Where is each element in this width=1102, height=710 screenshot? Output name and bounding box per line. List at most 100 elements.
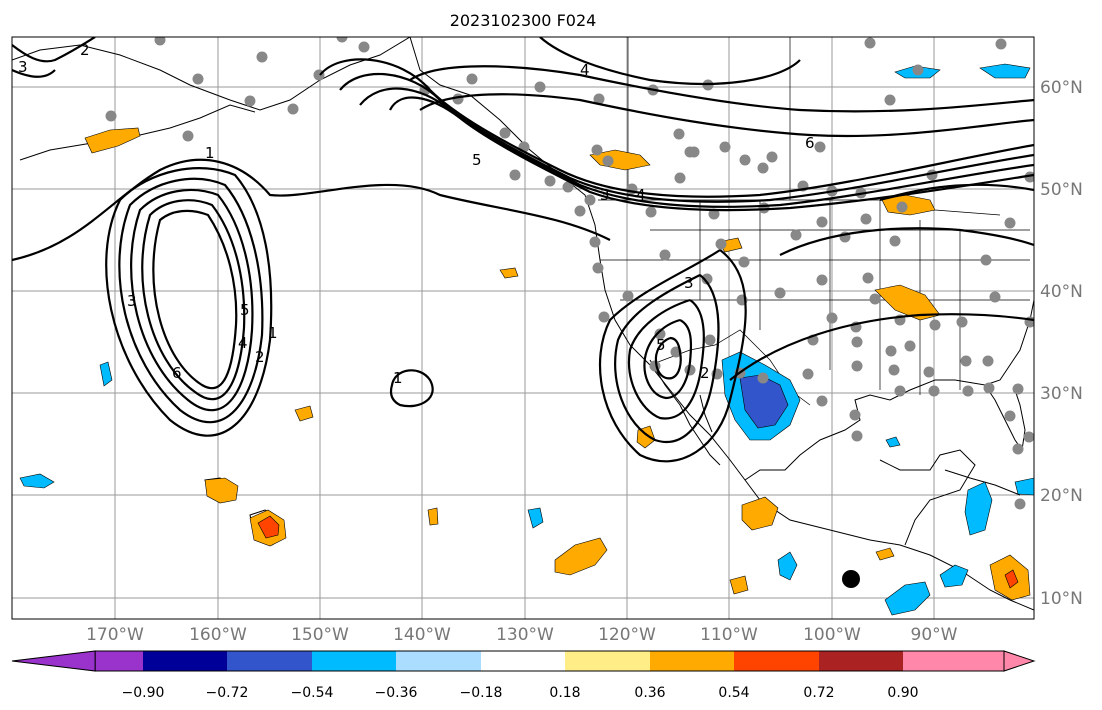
station-dot <box>688 146 700 158</box>
station-dot <box>860 213 872 225</box>
station-dot <box>336 37 348 43</box>
station-dot <box>544 175 556 187</box>
contour-east-1 <box>729 313 1034 381</box>
cb-label-4: −0.18 <box>460 685 503 701</box>
station-dot <box>849 409 861 421</box>
contour-label-1a: 1 <box>205 144 215 162</box>
station-dot <box>980 254 992 266</box>
contour-label-2b: 2 <box>255 348 265 366</box>
station-dot <box>864 37 876 49</box>
station-dot <box>509 169 521 181</box>
contour-lines <box>12 37 1034 463</box>
station-dot <box>584 194 596 206</box>
colorbar-bin <box>734 651 819 671</box>
colorbar-bin <box>95 651 143 671</box>
pos-anomaly-epac-2 <box>741 496 779 531</box>
station-dot <box>708 208 720 220</box>
lon-tick-160w: 160°W <box>189 625 247 645</box>
station-dots <box>105 37 1034 510</box>
cb-label-2: −0.54 <box>291 685 334 701</box>
colorbar-bin <box>396 651 481 671</box>
station-dot <box>574 205 586 217</box>
contour-low-west-3 <box>118 177 264 424</box>
yucatan-coast <box>879 449 976 546</box>
baja-coast <box>649 359 721 466</box>
contour-low-west-6 <box>152 209 238 390</box>
station-dot <box>598 311 610 323</box>
colorbar <box>11 650 1036 672</box>
station-dot <box>790 229 802 241</box>
contour-sw-low-3 <box>627 298 705 420</box>
station-dot <box>1004 410 1016 422</box>
pos-anomaly-epac-4 <box>875 547 895 561</box>
map-title: 2023102300 F024 <box>450 11 597 30</box>
station-dot <box>562 181 574 193</box>
station-dot <box>766 151 778 163</box>
contour-label-6b: 6 <box>172 364 182 382</box>
lat-tick-50n: 50°N <box>1040 180 1083 200</box>
station-dot <box>1024 171 1034 183</box>
station-dot <box>962 385 974 397</box>
north-america-coast <box>409 37 1034 611</box>
lon-tick-170w: 170°W <box>86 625 144 645</box>
neg-anomaly-epac-7 <box>777 551 798 581</box>
lat-tick-10n: 10°N <box>1040 589 1083 609</box>
pos-anomaly-pac-small-2 <box>499 267 519 279</box>
cuba-coast <box>944 469 1021 496</box>
contour-label-4b: 4 <box>238 334 248 352</box>
station-dot <box>105 110 117 122</box>
contour-label-6a: 6 <box>805 134 815 152</box>
station-dot <box>851 430 863 442</box>
contour-small-loop <box>389 369 434 408</box>
station-dot <box>738 256 750 268</box>
contour-label-5c: 5 <box>656 336 666 354</box>
colorbar-bin <box>565 651 650 671</box>
station-dot <box>358 41 370 53</box>
pos-anomaly-pac-small-1 <box>294 405 314 422</box>
station-dot <box>1012 383 1024 395</box>
contour-label-3a: 3 <box>18 58 28 76</box>
contour-nw-corner-2 <box>12 68 56 78</box>
station-dot <box>591 144 603 156</box>
lat-tick-60n: 60°N <box>1040 78 1083 98</box>
station-dot <box>701 273 713 285</box>
cb-label-3: −0.36 <box>375 685 418 701</box>
station-dot <box>816 395 828 407</box>
contour-label-1c: 1 <box>393 369 403 387</box>
graticule <box>12 37 1034 619</box>
lon-tick-90w: 90°W <box>911 625 958 645</box>
station-dot <box>862 272 874 284</box>
colorbar-bin <box>481 651 565 671</box>
colorbar-outline <box>94 650 1005 672</box>
station-dot <box>904 340 916 352</box>
contour-label-3d: 3 <box>684 274 694 292</box>
contour-low-west-5 <box>141 199 246 401</box>
station-dot <box>673 128 685 140</box>
neg-anomaly-pac-1 <box>99 361 113 387</box>
colorbar-bin <box>312 651 396 671</box>
neg-anomaly-epac-5 <box>884 581 931 616</box>
station-dot <box>802 368 814 380</box>
lon-tick-110w: 110°W <box>700 625 758 645</box>
lon-tick-100w: 100°W <box>803 625 861 645</box>
station-dot <box>602 155 614 167</box>
station-dot <box>659 249 671 261</box>
contour-label-4a: 4 <box>580 61 590 79</box>
lon-tick-120w: 120°W <box>598 625 656 645</box>
cb-label-0: −0.90 <box>122 685 165 701</box>
contour-jet-2 <box>339 72 1034 203</box>
station-dot <box>851 360 863 372</box>
station-dot <box>622 290 634 302</box>
pos-anomaly-epac-1 <box>554 537 608 576</box>
neg-anomaly-gulf-2 <box>885 436 901 448</box>
lon-tick-130w: 130°W <box>496 625 554 645</box>
lon-tick-140w: 140°W <box>393 625 451 645</box>
station-dot <box>826 312 838 324</box>
station-dot <box>256 51 268 63</box>
station-dot <box>154 37 166 46</box>
station-dot <box>1012 443 1024 455</box>
station-dot <box>534 81 546 93</box>
station-dot <box>888 364 900 376</box>
colorbar-bin <box>227 651 312 671</box>
